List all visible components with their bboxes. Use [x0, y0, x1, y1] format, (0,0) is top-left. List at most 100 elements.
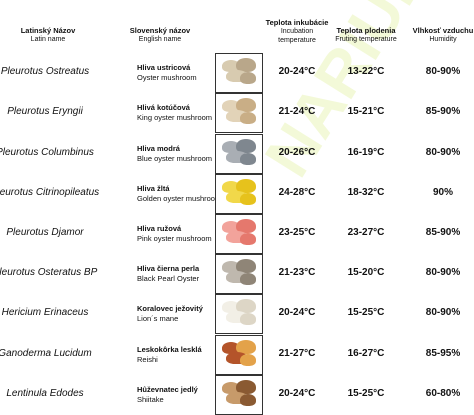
fruiting-temp: 13-22°C — [347, 66, 385, 78]
header-title: Latinský Názov — [20, 26, 76, 35]
header-subtitle: Incubation temperature — [278, 28, 316, 44]
english-name: King oyster mushroom — [137, 113, 213, 123]
image-shape — [222, 261, 240, 274]
fruiting-temp: 16-27°C — [347, 347, 385, 359]
slovak-name: Koralovec ježovitý — [137, 304, 203, 314]
image-shape — [240, 313, 256, 326]
humidity: 80-90% — [425, 267, 461, 279]
fruiting-temp: 15-20°C — [347, 267, 385, 279]
fruiting-temp: 18-32°C — [347, 186, 385, 198]
mushroom-image — [215, 254, 263, 295]
image-shape — [240, 232, 256, 245]
mushroom-image — [215, 93, 263, 134]
humidity: 85-90% — [425, 106, 461, 118]
mushroom-image — [215, 173, 263, 214]
image-shape — [240, 273, 256, 286]
mushroom-image — [215, 334, 263, 375]
image-shape — [240, 353, 256, 366]
english-name: Blue oyster mushroom — [137, 153, 213, 163]
header-title: Teplota inkubácie — [265, 18, 329, 27]
fruiting-temp: 15-25°C — [347, 387, 385, 399]
slovak-name: Hliva ružová — [137, 223, 182, 233]
latin-name: Pleurotus Osteratus BP — [0, 267, 98, 279]
humidity: 80-90% — [425, 146, 461, 158]
slovak-name: Hliva žltá — [137, 183, 170, 193]
image-shape — [240, 192, 256, 205]
humidity: 60-80% — [425, 387, 461, 399]
image-shape — [222, 60, 240, 73]
image-shape — [222, 381, 240, 394]
slovak-name: Hliva modrá — [137, 143, 180, 153]
image-shape — [236, 178, 256, 193]
image-shape — [236, 138, 256, 153]
english-name: Lion´s mane — [137, 314, 179, 324]
image-shape — [240, 72, 256, 85]
incubation-temp: 20-24°C — [278, 387, 316, 399]
image-shape — [240, 152, 256, 165]
image-shape — [222, 100, 240, 113]
incubation-temp: 24-28°C — [278, 186, 316, 198]
english-name: Shiitake — [137, 394, 164, 404]
slovak-name: Hliva čierna perla — [137, 264, 200, 274]
image-shape — [222, 180, 240, 193]
header-slovak: Slovenský názov English name — [120, 26, 200, 44]
english-name: Black Pearl Oyster — [137, 274, 200, 284]
header-humidity: Vlhkosť vzduchu Humidity — [408, 26, 474, 44]
slovak-name: Hliva ustricová — [137, 63, 191, 73]
incubation-temp: 21-27°C — [278, 347, 316, 359]
latin-name: Lentinula Edodes — [6, 387, 84, 399]
image-shape — [222, 140, 240, 153]
incubation-temp: 20-26°C — [278, 146, 316, 158]
header-subtitle: Latin name — [30, 36, 66, 43]
mushroom-image — [215, 133, 263, 174]
mushroom-image — [215, 213, 263, 254]
image-shape — [236, 339, 256, 354]
image-shape — [236, 218, 256, 233]
incubation-temp: 23-25°C — [278, 226, 316, 238]
latin-name: Pleurotus Citrinopileatus — [0, 186, 100, 198]
header-title: Teplota plodenia — [336, 26, 396, 35]
image-shape — [236, 58, 256, 73]
header-subtitle: English name — [138, 36, 182, 43]
humidity: 85-95% — [425, 347, 461, 359]
header-fruiting: Teplota plodenia Fruting temperature — [330, 26, 402, 44]
image-shape — [222, 220, 240, 233]
english-name: Pink oyster mushroom — [137, 233, 212, 243]
latin-name: Ganoderma Lucidum — [0, 347, 92, 359]
image-shape — [240, 112, 256, 125]
latin-name: Pleurotus Ostreatus — [0, 66, 90, 78]
incubation-temp: 21-23°C — [278, 267, 316, 279]
english-name: Reishi — [137, 354, 158, 364]
humidity: 80-90% — [425, 66, 461, 78]
mushroom-image — [215, 53, 263, 94]
header-latin: Latinský Názov Latin name — [0, 26, 96, 44]
image-shape — [240, 393, 256, 406]
incubation-temp: 21-24°C — [278, 106, 316, 118]
header-subtitle: Fruting temperature — [335, 36, 397, 43]
mushroom-image — [215, 294, 263, 335]
latin-name: Hericium Erinaceus — [1, 307, 89, 319]
english-name: Golden oyster mushroom — [137, 193, 222, 203]
header-subtitle: Humidity — [429, 36, 457, 43]
fruiting-temp: 16-19°C — [347, 146, 385, 158]
english-name: Oyster mushroom — [137, 73, 197, 83]
incubation-temp: 20-24°C — [278, 307, 316, 319]
slovak-name: Hûževnatec jedlý — [137, 384, 198, 394]
latin-name: Pleurotus Eryngii — [7, 106, 83, 118]
humidity: 80-90% — [425, 307, 461, 319]
fruiting-temp: 23-27°C — [347, 226, 385, 238]
slovak-name: Hlivá kotúčová — [137, 103, 190, 113]
image-shape — [236, 259, 256, 274]
slovak-name: Leskokôrka lesklá — [137, 344, 202, 354]
latin-name: Pleurotus Columbinus — [0, 146, 94, 158]
header-title: Slovenský názov — [129, 26, 191, 35]
humidity: 85-90% — [425, 226, 461, 238]
incubation-temp: 20-24°C — [278, 66, 316, 78]
humidity: 90% — [432, 186, 453, 198]
header-title: Vlhkosť vzduchu — [412, 26, 474, 35]
image-shape — [236, 98, 256, 113]
fruiting-temp: 15-21°C — [347, 106, 385, 118]
header-incubation: Teplota inkubácie Incubation temperature — [262, 18, 332, 45]
fruiting-temp: 15-25°C — [347, 307, 385, 319]
